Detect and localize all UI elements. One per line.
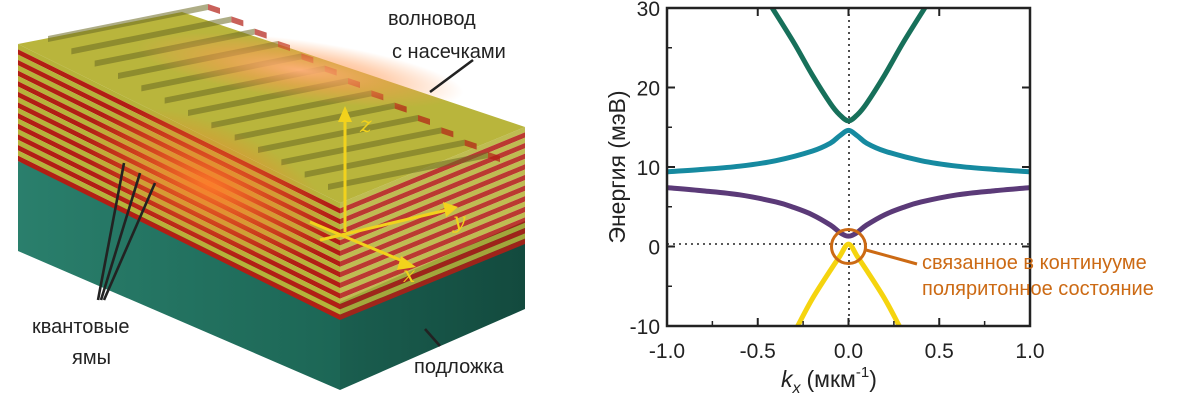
x-tick-label-3: 0.5 (925, 340, 954, 363)
dispersion-curves (667, 8, 1030, 326)
x-axis (309, 220, 406, 264)
layer-side-18 (340, 222, 525, 305)
grating-ridge-10 (281, 127, 442, 166)
y-tick-label-2: 10 (637, 157, 660, 180)
y-tick-label-0: -10 (630, 316, 660, 339)
bic-annotation-leader (865, 248, 918, 266)
x-axis-title-unit: (мкм (807, 366, 856, 392)
quantum-well-layers-side (340, 127, 525, 320)
y-axis-label: y (452, 209, 466, 234)
x-axis-label: x (403, 263, 416, 288)
x-axis-arrow (397, 256, 416, 270)
waveguide-leader-line (429, 58, 474, 94)
grating-ridge-edge-10 (441, 127, 454, 138)
grating-ridge-edge-12 (488, 152, 500, 162)
layer-side-19 (340, 228, 525, 310)
x-tick-label-4: 1.0 (1015, 340, 1044, 363)
dispersion-curve-2 (667, 127, 1030, 175)
substrate-label: подложка (414, 356, 505, 378)
mode-glow-front (84, 107, 336, 263)
bic-annotation-line2: поляритонное состояние (922, 278, 1154, 300)
grating-ridge-8 (234, 102, 395, 141)
y-tick-label-1: 0 (648, 237, 660, 260)
y-axis-title: Энергия (мэВ) (604, 90, 630, 243)
x-tick-label-1: -0.5 (740, 340, 776, 363)
x-axis-title-subscript: x (792, 380, 802, 397)
device-schematic: z y x волновод с насечками квантовые ямы… (18, 4, 525, 390)
tick-labels: -1.0 -0.5 0.0 0.5 1.0 -10 0 10 20 30 (630, 0, 1045, 363)
tick-marks (666, 7, 1031, 327)
dispersion-curve-3 (667, 185, 1030, 239)
quantum-wells-label-line1: квантовые (32, 316, 130, 338)
waveguide-label-line2: с насечками (392, 41, 506, 63)
grating-ridge-edge-0 (208, 4, 220, 14)
grating-ridge-12 (328, 152, 488, 190)
layer-side-15 (340, 206, 525, 289)
dispersion-chart: -1.0 -0.5 0.0 0.5 1.0 -10 0 10 20 30 Энергия (мэВ… (604, 0, 1154, 397)
x-axis-title-k: k (781, 366, 794, 392)
x-axis-title-close: ) (869, 366, 877, 392)
bic-annotation-circle (830, 228, 867, 265)
z-axis-label: z (359, 113, 372, 138)
y-tick-label-4: 30 (637, 0, 660, 21)
grating-ridge-edge-1 (231, 16, 244, 27)
layer-side-11 (340, 185, 525, 267)
layer-side-10 (340, 180, 525, 262)
bic-annotation-line1: связанное в континууме (922, 252, 1147, 274)
quantum-wells-leader-line-2 (99, 172, 142, 301)
layer-side-16 (340, 212, 525, 294)
substrate-side-face (340, 221, 525, 390)
x-tick-label-0: -1.0 (649, 340, 685, 363)
layer-side-20 (340, 233, 525, 315)
grating-ridge-0 (48, 4, 208, 42)
x-axis-title: kx (мкм-1) (781, 364, 877, 397)
grating-ridge-1 (71, 16, 232, 55)
y-axis-arrow (443, 202, 458, 217)
layer-side-21 (340, 238, 525, 320)
grating-ridge-edge-9 (418, 115, 430, 125)
z-axis-arrow (338, 106, 352, 122)
layer-front-21 (18, 155, 340, 320)
layer-side-17 (340, 217, 525, 299)
substrate-leader-line (424, 328, 441, 347)
layer-side-6 (340, 158, 525, 241)
layer-side-13 (340, 196, 525, 278)
x-tick-label-2: 0.0 (834, 340, 863, 363)
dispersion-curve-4 (795, 241, 902, 326)
layer-side-14 (340, 201, 525, 283)
layer-side-5 (340, 153, 525, 235)
mode-glow-top (136, 32, 464, 108)
quantum-wells-label-line2: ямы (72, 347, 111, 369)
grating-ridge-9 (258, 115, 418, 153)
layer-side-12 (340, 190, 525, 273)
quantum-wells-leader-line-3 (102, 182, 157, 301)
layer-side-1 (340, 132, 525, 214)
y-tick-label-3: 20 (637, 78, 660, 101)
layer-side-4 (340, 148, 525, 230)
substrate-front-face (18, 161, 340, 390)
dispersion-curve-1 (769, 8, 928, 124)
coordinate-axes (309, 106, 458, 270)
waveguide-label-line1: волновод (388, 8, 476, 30)
layer-side-9 (340, 174, 525, 257)
x-axis-title-superscript: -1 (856, 364, 869, 381)
quantum-wells-leader-line-1 (96, 162, 126, 301)
layer-side-3 (340, 142, 525, 225)
grating-ridge-edge-11 (464, 139, 477, 150)
layer-side-8 (340, 169, 525, 251)
